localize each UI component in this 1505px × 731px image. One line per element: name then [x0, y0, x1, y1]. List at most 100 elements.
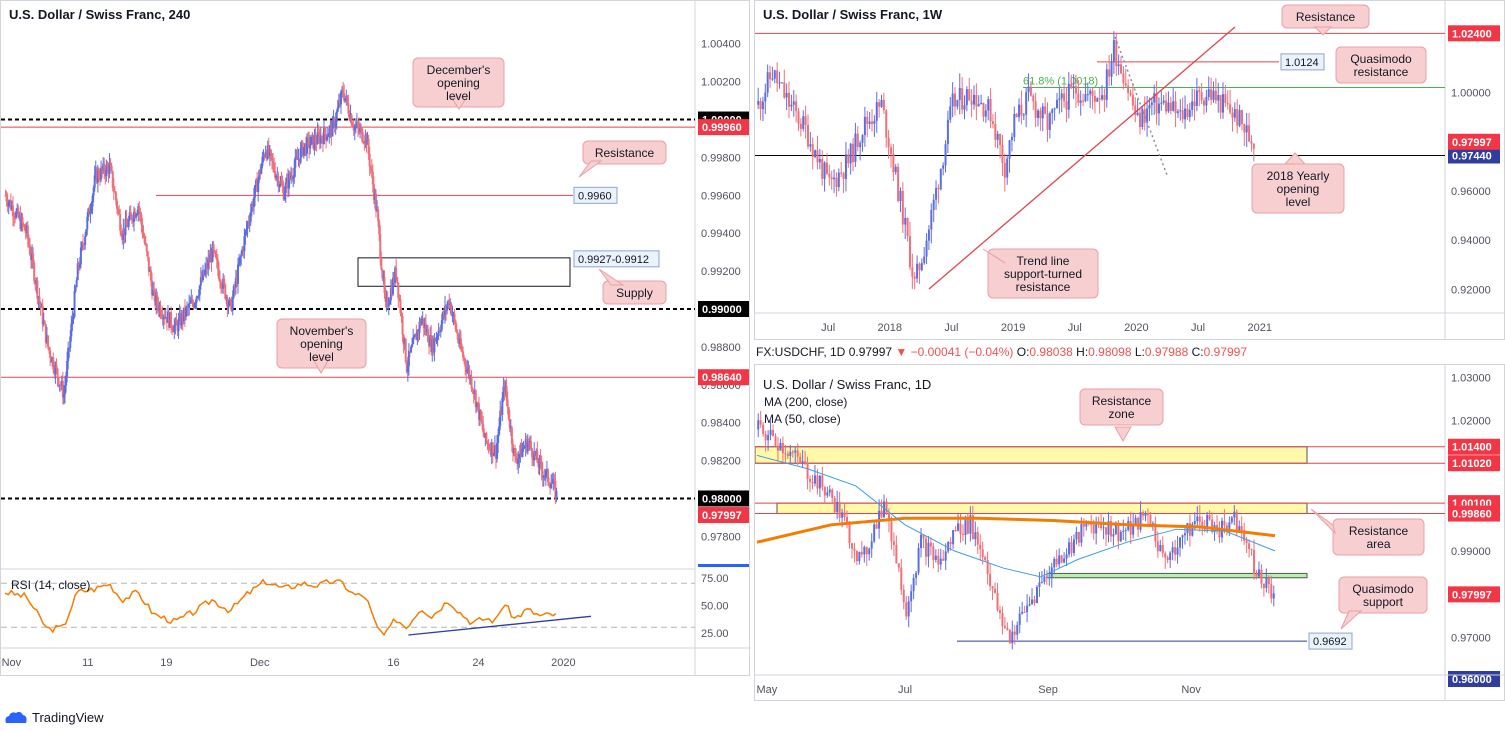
candle-body — [856, 133, 859, 148]
candle-body — [873, 524, 876, 542]
candle-body — [1025, 92, 1028, 115]
h4-callout-resistance-text: Resistance — [595, 146, 655, 160]
candle-body — [939, 168, 942, 190]
tradingview-logo[interactable]: TradingView — [4, 709, 104, 725]
candle-body — [1155, 93, 1158, 114]
candle-body — [915, 572, 918, 578]
candle-body — [149, 270, 152, 281]
candle-body — [984, 110, 987, 117]
candle-body — [155, 295, 158, 306]
candle-body — [897, 563, 900, 568]
candle-body — [186, 307, 189, 309]
candle-body — [1055, 558, 1058, 565]
ohlc-bar: FX:USDCHF, 1D 0.97997 ▼ −0.00041 (−0.04%… — [756, 345, 1248, 359]
candle-body — [871, 121, 874, 124]
candle-body — [46, 335, 49, 347]
rsi-tick: 75.00 — [701, 573, 729, 585]
candle-body — [821, 158, 824, 179]
candle-body — [483, 432, 486, 438]
candle-body — [54, 364, 57, 375]
candle-body — [170, 312, 173, 327]
candle-body — [906, 217, 909, 237]
w1-callout-trendline-pointer — [982, 248, 1006, 264]
candle-body — [406, 366, 409, 372]
candle-body — [292, 177, 295, 179]
candle-body — [1179, 110, 1182, 112]
candle-body — [45, 335, 48, 343]
h4-chart-svg[interactable]: 1.00400 1.00200 0.99800 0.99600 0.99400 0.992… — [1, 1, 750, 676]
candle-body — [802, 116, 805, 129]
candle-body — [498, 426, 501, 435]
candle-body — [846, 516, 849, 524]
candle-body — [809, 478, 812, 482]
candle-body — [935, 187, 938, 200]
w1-callout-yearly-text: opening — [1277, 182, 1320, 196]
candle-body — [949, 542, 952, 545]
candle-body — [336, 107, 339, 112]
candle-body — [894, 166, 897, 173]
w1-callout-yearly-pointer — [1283, 152, 1307, 165]
candle-body — [852, 143, 855, 162]
candle-body — [773, 70, 776, 79]
candle-body — [1272, 593, 1275, 599]
candle-body — [1027, 86, 1030, 93]
candle-body — [1008, 140, 1011, 159]
candle-body — [255, 179, 258, 186]
candle-body — [974, 532, 977, 540]
candle-body — [375, 193, 378, 211]
candle-body — [1162, 100, 1165, 103]
candle-body — [111, 171, 114, 188]
candle-body — [1174, 101, 1177, 114]
candle-body — [19, 215, 22, 230]
candle-body — [198, 285, 201, 296]
candle-body — [828, 489, 831, 493]
candle-body — [952, 530, 955, 545]
candle-body — [201, 270, 204, 280]
d1-chart-panel[interactable]: U.S. Dollar / Swiss Franc, 1D MA (200, c… — [754, 364, 1505, 701]
candle-body — [15, 211, 18, 218]
candle-body — [324, 127, 327, 135]
w1-tick: 0.94000 — [1451, 235, 1491, 247]
candle-body — [187, 307, 190, 309]
candle-body — [830, 177, 833, 180]
candle-body — [79, 247, 82, 265]
candle-body — [408, 350, 411, 353]
candle-body — [121, 236, 124, 241]
candle-body — [312, 134, 315, 149]
candle-body — [117, 208, 120, 210]
candle-body — [837, 172, 840, 188]
candle-body — [55, 364, 58, 369]
candle-body — [270, 153, 273, 161]
w1-chart-panel[interactable]: U.S. Dollar / Swiss Franc, 1W 61.8% (1.0… — [754, 0, 1505, 340]
candle-body — [986, 559, 989, 574]
candle-body — [539, 458, 542, 462]
candle-body — [976, 532, 979, 545]
d1-chart-svg[interactable]: 1.03000 1.02000 0.99000 0.97000 1.01400 1.010… — [755, 365, 1505, 701]
h4-callout-december-pointer — [450, 96, 468, 110]
candle-body — [489, 448, 492, 455]
candle-body — [86, 216, 89, 230]
candle-body — [1229, 104, 1232, 113]
candle-body — [947, 542, 950, 552]
candle-body — [942, 165, 945, 169]
candle-body — [899, 190, 902, 202]
candle-body — [1058, 555, 1061, 565]
h4-chart-panel[interactable]: U.S. Dollar / Swiss Franc, 240 1.00400 1.… — [0, 0, 750, 676]
ohlc-close-value: 0.97997 — [1203, 345, 1248, 359]
candle-body — [860, 552, 863, 555]
w1-quasimodo-tag: 1.0124 — [1285, 57, 1319, 69]
candle-body — [1028, 604, 1031, 606]
candle-body — [44, 324, 47, 343]
candle-body — [95, 168, 98, 183]
candle-body — [1176, 111, 1179, 114]
candle-body — [934, 555, 937, 560]
candle-body — [42, 321, 45, 325]
candle-body — [223, 278, 226, 285]
candle-body — [343, 93, 346, 101]
candle-body — [956, 100, 959, 107]
candle-body — [841, 512, 844, 518]
candle-body — [1082, 100, 1085, 102]
w1-chart-svg[interactable]: 61.8% (1.0018)1.000000.980000.960000.940… — [755, 1, 1505, 340]
h4-xlabel: 24 — [472, 657, 484, 669]
